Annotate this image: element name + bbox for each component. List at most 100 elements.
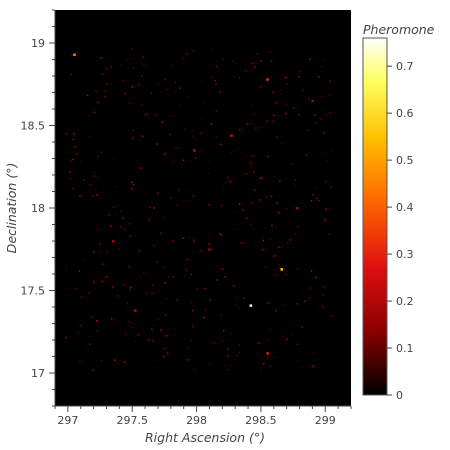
heatmap-cell — [174, 211, 176, 213]
heatmap-cell — [110, 84, 112, 86]
heatmap-cell — [255, 342, 257, 345]
heatmap-cell — [290, 163, 293, 165]
heatmap-cell — [267, 357, 269, 359]
heatmap-cell — [76, 253, 79, 256]
heatmap-cell — [264, 80, 266, 82]
heatmap-cell — [304, 300, 306, 302]
heatmap-cell — [153, 272, 155, 275]
heatmap-cell — [305, 113, 308, 115]
heatmap-cell — [322, 294, 324, 296]
heatmap-cell — [219, 174, 221, 176]
heatmap-cell — [194, 137, 197, 140]
heatmap-cell — [156, 239, 159, 242]
heatmap-cell — [100, 359, 103, 361]
heatmap-cell — [326, 314, 328, 316]
heatmap-cell — [285, 76, 287, 79]
heatmap-cell — [261, 94, 263, 96]
heatmap-cell — [153, 172, 155, 174]
heatmap-cell — [151, 328, 153, 330]
heatmap-cell — [114, 57, 116, 59]
heatmap-cell — [106, 251, 108, 254]
heatmap-cell — [193, 239, 196, 241]
heatmap-cell — [253, 318, 255, 320]
heatmap-cell — [309, 58, 311, 60]
heatmap-hotspot — [266, 78, 269, 81]
heatmap-cell — [168, 286, 170, 288]
heatmap-cell — [234, 220, 236, 222]
heatmap-cell — [87, 199, 90, 202]
heatmap-cell — [152, 284, 154, 286]
heatmap-hotspot — [133, 309, 137, 312]
heatmap-cell — [258, 325, 261, 328]
heatmap-cell — [185, 199, 187, 201]
heatmap-cell — [289, 280, 291, 283]
heatmap-cell — [187, 347, 189, 349]
heatmap-cell — [297, 234, 299, 236]
heatmap-cell — [283, 313, 285, 316]
heatmap-cell — [137, 96, 140, 98]
heatmap-cell — [221, 365, 224, 368]
heatmap-cell — [233, 210, 235, 212]
heatmap-cell — [307, 111, 309, 113]
heatmap-cell — [260, 60, 262, 62]
heatmap-cell — [236, 354, 238, 357]
heatmap-hotspot — [295, 207, 299, 210]
heatmap-cell — [117, 295, 119, 297]
heatmap-cell — [132, 57, 135, 59]
heatmap-cell — [86, 344, 89, 346]
heatmap-cell — [262, 123, 264, 125]
heatmap-cell — [276, 47, 278, 50]
heatmap-cell — [191, 297, 193, 299]
heatmap-cell — [185, 101, 188, 103]
heatmap-cell — [131, 47, 133, 50]
heatmap-cell — [87, 117, 90, 120]
heatmap-cell — [202, 147, 205, 150]
heatmap-cell — [65, 364, 67, 366]
heatmap-cell — [182, 57, 185, 60]
heatmap-cell — [175, 147, 177, 149]
heatmap-cell — [306, 103, 309, 105]
heatmap-cell — [212, 186, 215, 188]
heatmap-cell — [251, 137, 254, 140]
heatmap-cell — [208, 172, 210, 174]
heatmap-cell — [77, 332, 80, 334]
heatmap-cell — [260, 177, 263, 180]
heatmap-cell — [102, 229, 105, 231]
heatmap-cell — [169, 133, 171, 136]
heatmap-cell — [323, 286, 325, 288]
heatmap-cell — [311, 365, 314, 368]
heatmap-cell — [146, 309, 149, 311]
heatmap-cell — [84, 303, 86, 305]
heatmap-cell — [169, 251, 172, 254]
heatmap-cell — [85, 330, 87, 332]
heatmap-cell — [255, 127, 257, 129]
heatmap-cell — [285, 210, 287, 213]
heatmap-cell — [316, 308, 318, 310]
heatmap-cell — [167, 78, 170, 80]
heatmap-cell — [274, 204, 277, 207]
heatmap-cell — [289, 363, 291, 366]
heatmap-cell — [95, 80, 98, 82]
heatmap-cell — [273, 255, 276, 257]
heatmap-cell — [243, 80, 245, 82]
heatmap-cell — [223, 365, 226, 367]
heatmap-cell — [196, 246, 198, 248]
heatmap-cell — [331, 198, 333, 200]
heatmap-cell — [255, 353, 258, 355]
heatmap-cell — [165, 314, 167, 316]
heatmap-cell — [303, 267, 305, 269]
heatmap-cell — [121, 79, 124, 82]
heatmap-cell — [250, 123, 253, 126]
heatmap-cell — [169, 115, 172, 117]
heatmap-cell — [84, 281, 86, 283]
heatmap-cell — [163, 218, 165, 220]
heatmap-cell — [261, 314, 263, 316]
heatmap-cell — [103, 90, 106, 93]
heatmap-cell — [319, 152, 321, 154]
heatmap-cell — [176, 284, 179, 286]
heatmap-cell — [199, 336, 202, 339]
heatmap-cell — [222, 185, 224, 188]
heatmap-cell — [329, 94, 331, 97]
heatmap-cell — [165, 88, 168, 91]
heatmap-cell — [156, 367, 158, 369]
